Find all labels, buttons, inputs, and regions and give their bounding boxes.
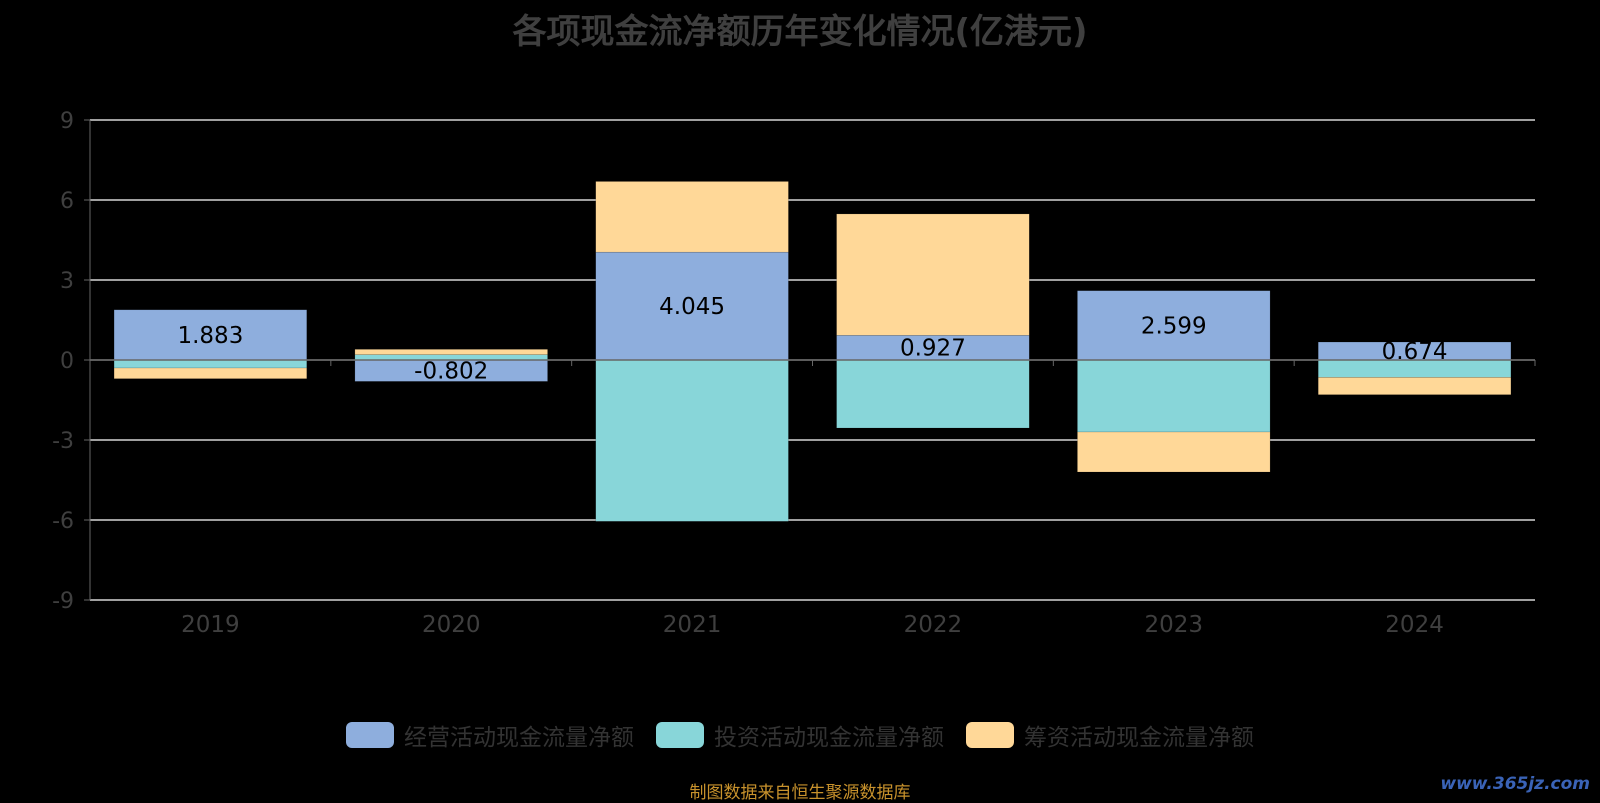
y-tick-label: 3 bbox=[60, 269, 74, 294]
bar-2019-series-0[interactable] bbox=[113, 309, 308, 361]
bar-2019-series-1[interactable] bbox=[113, 359, 308, 369]
y-tick-label: 6 bbox=[60, 189, 74, 214]
y-tick-label: 0 bbox=[60, 349, 74, 374]
bar-2022-series-2[interactable] bbox=[836, 213, 1030, 336]
bar-2019-series-2[interactable] bbox=[113, 367, 308, 379]
data-label: 2.599 bbox=[1141, 313, 1207, 339]
bar-layer bbox=[113, 181, 1512, 522]
bar-2023-series-1[interactable] bbox=[1077, 359, 1271, 433]
bar-2022-series-1[interactable] bbox=[836, 359, 1030, 429]
legend-item-financing[interactable]: 筹资活动现金流量净额 bbox=[966, 718, 1254, 752]
bar-2022-series-0[interactable] bbox=[836, 335, 1030, 361]
y-tick-label: -3 bbox=[52, 429, 74, 454]
x-tick-label: 2021 bbox=[663, 612, 722, 638]
data-label: 0.674 bbox=[1382, 339, 1448, 365]
watermark: www.365jz.com bbox=[1440, 774, 1590, 794]
bar-2020-series-2[interactable] bbox=[354, 349, 548, 355]
x-tick-label: 2020 bbox=[422, 612, 481, 638]
source-note: 制图数据来自恒生聚源数据库 bbox=[689, 783, 911, 803]
y-tick-label: 9 bbox=[60, 109, 74, 134]
legend-swatch-investing bbox=[656, 722, 704, 748]
bar-2023-series-2[interactable] bbox=[1077, 431, 1271, 473]
legend-swatch-operating bbox=[346, 722, 394, 748]
axis-layer: 9 6 3 0 -3 -6 -9 2019 2020 2021 2022 2023 2024 bbox=[52, 109, 1536, 638]
data-label: -0.802 bbox=[414, 359, 488, 385]
label-layer: 1.883 -0.802 4.045 0.927 2.599 0.674 bbox=[177, 294, 1447, 385]
legend-label-investing: 投资活动现金流量净额 bbox=[714, 725, 944, 751]
x-tick-label: 2023 bbox=[1144, 612, 1203, 638]
legend-swatch-financing bbox=[966, 722, 1014, 748]
chart-title: 各项现金流净额历年变化情况(亿港元) bbox=[512, 12, 1088, 52]
x-tick-label: 2022 bbox=[904, 612, 963, 638]
data-label: 4.045 bbox=[659, 294, 725, 320]
legend-label-financing: 筹资活动现金流量净额 bbox=[1024, 725, 1254, 751]
y-tick-label: -9 bbox=[52, 589, 74, 614]
bar-2024-series-2[interactable] bbox=[1318, 377, 1512, 395]
legend: 经营活动现金流量净额 投资活动现金流量净额 筹资活动现金流量净额 bbox=[0, 718, 1600, 752]
bar-2021-series-1[interactable] bbox=[595, 359, 789, 522]
legend-item-operating[interactable]: 经营活动现金流量净额 bbox=[346, 718, 634, 752]
legend-item-investing[interactable]: 投资活动现金流量净额 bbox=[656, 718, 944, 752]
x-tick-label: 2024 bbox=[1385, 612, 1444, 638]
data-label: 1.883 bbox=[177, 323, 243, 349]
bar-2023-series-0[interactable] bbox=[1077, 290, 1271, 361]
bar-2021-series-0[interactable] bbox=[595, 251, 789, 361]
legend-label-operating: 经营活动现金流量净额 bbox=[404, 725, 634, 751]
data-label: 0.927 bbox=[900, 336, 966, 362]
bar-2021-series-2[interactable] bbox=[595, 181, 789, 253]
y-tick-label: -6 bbox=[52, 509, 74, 534]
x-tick-label: 2019 bbox=[181, 612, 240, 638]
